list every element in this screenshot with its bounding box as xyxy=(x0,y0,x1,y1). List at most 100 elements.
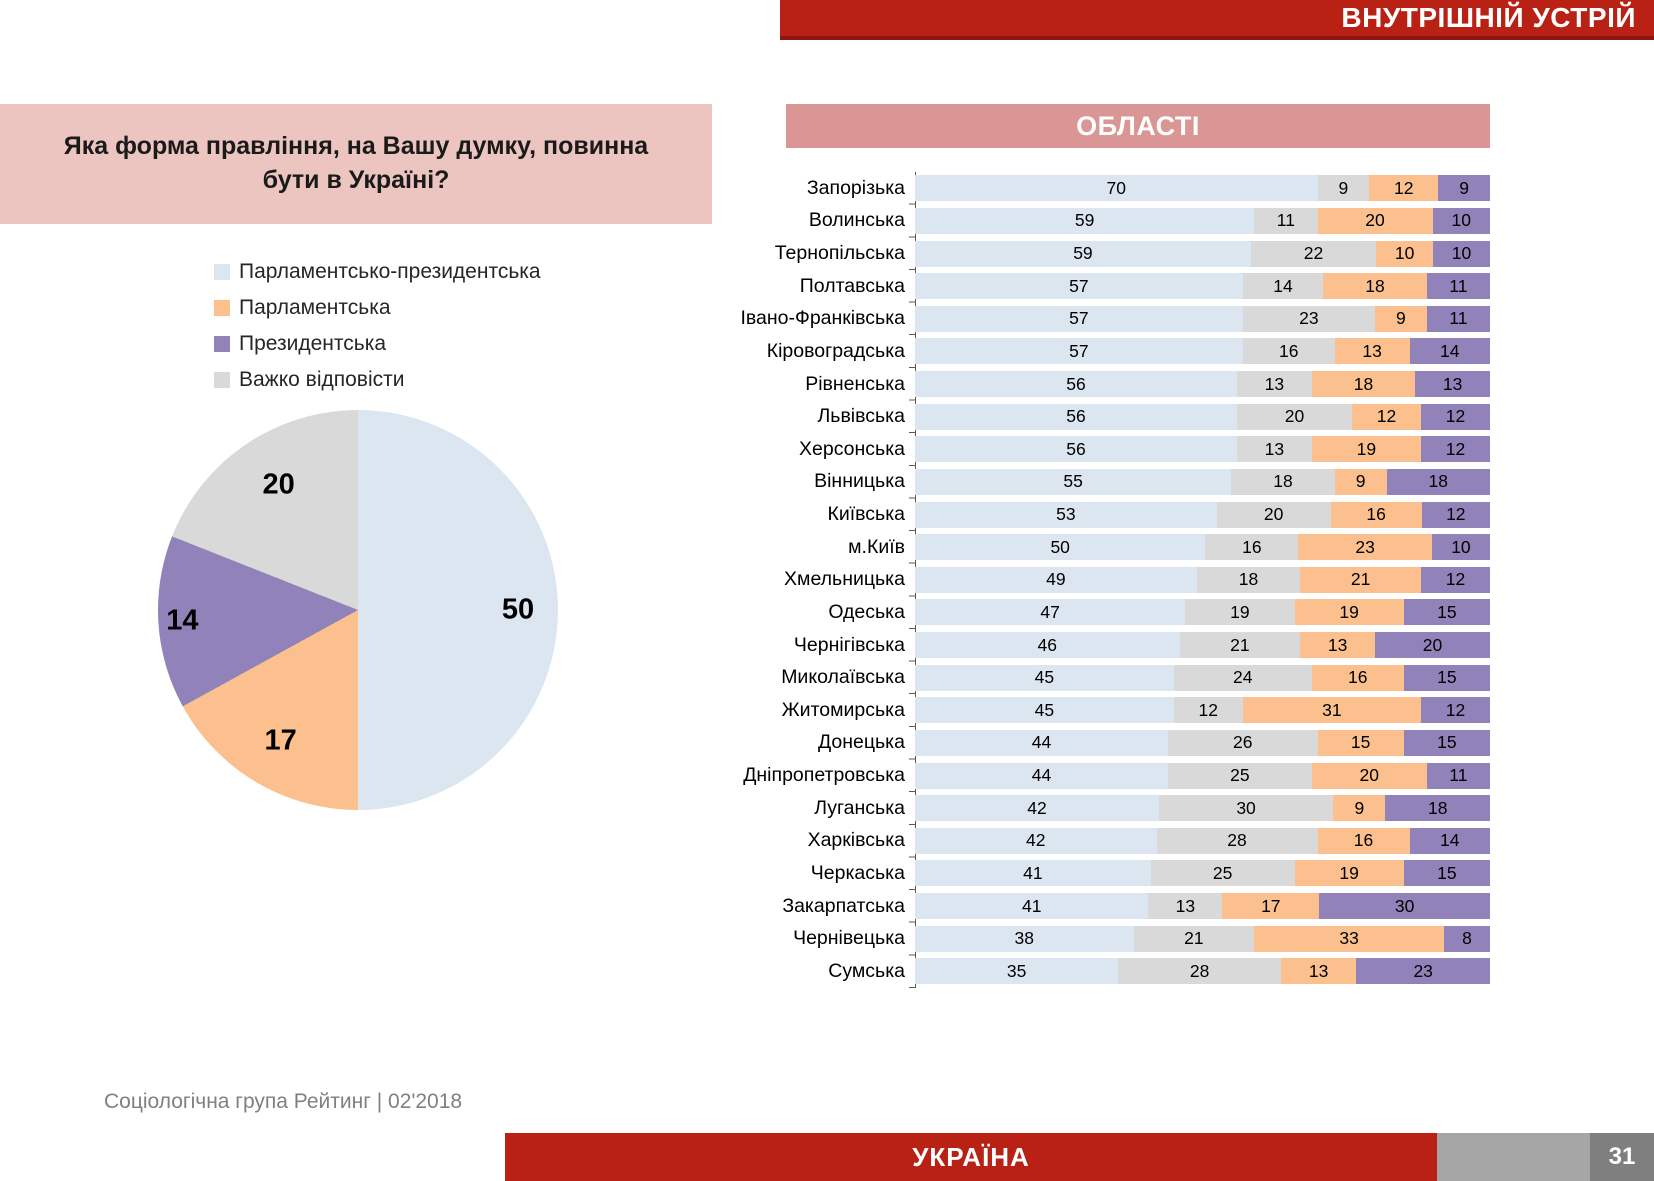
region-row: Дніпропетровська 44 25 20 11 xyxy=(640,759,1490,792)
bar-segment-1: 23 xyxy=(1242,305,1375,332)
region-row: Херсонська 56 13 19 12 xyxy=(640,433,1490,466)
bar-segment-0: 41 xyxy=(915,893,1149,920)
region-bar: 56 20 12 12 xyxy=(915,403,1490,430)
bar-segment-3: 9 xyxy=(1438,175,1490,202)
bar-segment-2: 12 xyxy=(1369,175,1439,202)
legend-swatch xyxy=(214,372,230,388)
regions-chart-title: ОБЛАСТІ xyxy=(1076,110,1200,141)
bar-segment-0: 45 xyxy=(915,664,1174,691)
bar-segment-0: 56 xyxy=(915,403,1237,430)
region-bar: 45 12 31 12 xyxy=(915,697,1490,724)
bar-segment-2: 18 xyxy=(1323,273,1427,300)
bar-segment-0: 59 xyxy=(915,240,1251,267)
bar-segment-0: 46 xyxy=(915,632,1180,659)
region-bar: 35 28 13 23 xyxy=(915,958,1490,985)
bar-segment-1: 25 xyxy=(1150,860,1295,887)
region-bar: 57 14 18 11 xyxy=(915,273,1490,300)
region-bar: 41 13 17 30 xyxy=(915,893,1490,920)
region-label: Івано-Франківська xyxy=(740,307,905,330)
region-label: Житомирська xyxy=(781,698,905,721)
bar-segment-2: 9 xyxy=(1334,468,1387,495)
region-row: Львівська 56 20 12 12 xyxy=(640,400,1490,433)
region-bar: 57 23 9 11 xyxy=(915,305,1490,332)
bar-segment-0: 70 xyxy=(915,175,1318,202)
slide-section-title: ВНУТРІШНІЙ УСТРІЙ xyxy=(1341,2,1636,33)
region-row: м.Київ 50 16 23 10 xyxy=(640,531,1490,564)
region-bar: 44 26 15 15 xyxy=(915,729,1490,756)
region-row: Запорізька 70 9 12 9 xyxy=(640,172,1490,205)
bar-segment-0: 47 xyxy=(915,599,1186,626)
bar-segment-3: 12 xyxy=(1421,403,1490,430)
bar-segment-2: 20 xyxy=(1311,762,1427,789)
region-label: Тернопільська xyxy=(774,242,905,265)
bar-segment-2: 13 xyxy=(1300,632,1375,659)
bar-segment-0: 42 xyxy=(915,827,1157,854)
bar-segment-0: 57 xyxy=(915,305,1243,332)
bar-segment-2: 19 xyxy=(1311,436,1421,463)
bar-segment-2: 9 xyxy=(1375,305,1427,332)
region-label: Рівненська xyxy=(805,372,905,395)
region-label: Закарпатська xyxy=(782,894,905,917)
bar-segment-1: 11 xyxy=(1254,207,1318,234)
bar-segment-2: 19 xyxy=(1294,599,1404,626)
region-label: Дніпропетровська xyxy=(743,764,905,787)
region-label: Чернігівська xyxy=(793,633,905,656)
bar-segment-3: 20 xyxy=(1375,632,1490,659)
bar-segment-2: 12 xyxy=(1352,403,1421,430)
region-bar: 49 18 21 12 xyxy=(915,566,1490,593)
region-label: Херсонська xyxy=(799,437,905,460)
pie-value-label: 20 xyxy=(262,468,295,501)
question-text: Яка форма правління, на Вашу думку, пови… xyxy=(63,132,649,194)
bar-segment-0: 56 xyxy=(915,436,1237,463)
region-row: Рівненська 56 13 18 13 xyxy=(640,368,1490,401)
region-row: Чернівецька 38 21 33 8 xyxy=(640,922,1490,955)
bar-segment-1: 12 xyxy=(1173,697,1243,724)
bar-segment-1: 21 xyxy=(1179,632,1301,659)
bar-segment-0: 41 xyxy=(915,860,1151,887)
region-row: Луганська 42 30 9 18 xyxy=(640,792,1490,825)
bar-segment-1: 20 xyxy=(1237,403,1352,430)
region-row: Кіровоградська 57 16 13 14 xyxy=(640,335,1490,368)
region-bar: 55 18 9 18 xyxy=(915,468,1490,495)
legend-swatch xyxy=(214,264,230,280)
question-box: Яка форма правління, на Вашу думку, пови… xyxy=(0,104,712,224)
bar-segment-1: 13 xyxy=(1237,436,1312,463)
region-bar: 46 21 13 20 xyxy=(915,632,1490,659)
bar-segment-2: 13 xyxy=(1334,338,1410,365)
legend-item-0: Парламентсько-президентська xyxy=(214,260,541,284)
bar-segment-0: 45 xyxy=(915,697,1174,724)
bar-segment-2: 21 xyxy=(1300,566,1421,593)
region-row: Хмельницька 49 18 21 12 xyxy=(640,564,1490,597)
bar-segment-3: 15 xyxy=(1403,729,1490,756)
pie-value-label: 14 xyxy=(166,604,199,637)
bar-segment-3: 11 xyxy=(1426,305,1490,332)
bar-segment-0: 56 xyxy=(915,371,1237,398)
region-label: Черкаська xyxy=(810,861,905,884)
bar-segment-2: 23 xyxy=(1298,534,1432,561)
bar-segment-3: 11 xyxy=(1426,273,1490,300)
pie-legend: Парламентсько-президентська Парламентська… xyxy=(214,260,541,404)
bar-segment-3: 10 xyxy=(1433,240,1490,267)
region-row: Волинська 59 11 20 10 xyxy=(640,205,1490,238)
region-label: Волинська xyxy=(808,209,905,232)
region-row: Тернопільська 59 22 10 10 xyxy=(640,237,1490,270)
region-bar: 53 20 16 12 xyxy=(915,501,1490,528)
bar-segment-2: 31 xyxy=(1242,697,1421,724)
source-caption: Соціологічна група Рейтинг | 02'2018 xyxy=(104,1090,463,1113)
region-bar: 56 13 18 13 xyxy=(915,371,1490,398)
region-row: Івано-Франківська 57 23 9 11 xyxy=(640,303,1490,336)
bar-segment-0: 57 xyxy=(915,273,1243,300)
bar-segment-3: 8 xyxy=(1444,925,1490,952)
bar-segment-2: 16 xyxy=(1330,501,1422,528)
bar-segment-0: 55 xyxy=(915,468,1232,495)
region-bar: 70 9 12 9 xyxy=(915,175,1490,202)
region-row: Черкаська 41 25 19 15 xyxy=(640,857,1490,890)
legend-item-1: Парламентська xyxy=(214,296,541,320)
bar-segment-0: 49 xyxy=(915,566,1197,593)
legend-item-3: Важко відповісти xyxy=(214,368,541,392)
legend-swatch xyxy=(214,300,230,316)
bar-segment-3: 14 xyxy=(1409,827,1490,854)
page-number: 31 xyxy=(1590,1133,1654,1181)
bar-segment-2: 16 xyxy=(1317,827,1410,854)
